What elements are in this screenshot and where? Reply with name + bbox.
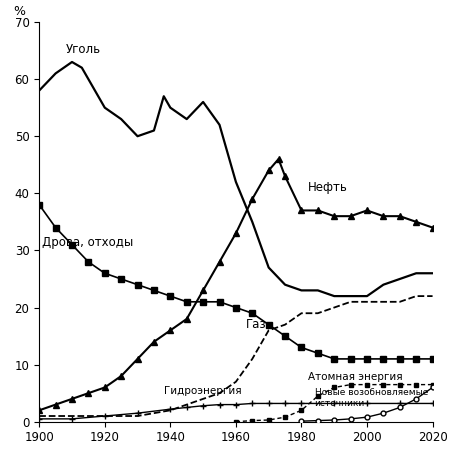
Text: Нефть: Нефть [308, 181, 348, 194]
Text: Дрова, отходы: Дрова, отходы [43, 236, 134, 249]
Text: Гидроэнергия: Гидроэнергия [164, 386, 241, 396]
Text: Атомная энергия: Атомная энергия [308, 372, 403, 382]
Text: Новые возобновляемые
источники: Новые возобновляемые источники [314, 388, 428, 408]
Text: Газ: Газ [246, 318, 266, 331]
Text: Уголь: Уголь [65, 43, 101, 56]
Text: %: % [14, 5, 26, 18]
